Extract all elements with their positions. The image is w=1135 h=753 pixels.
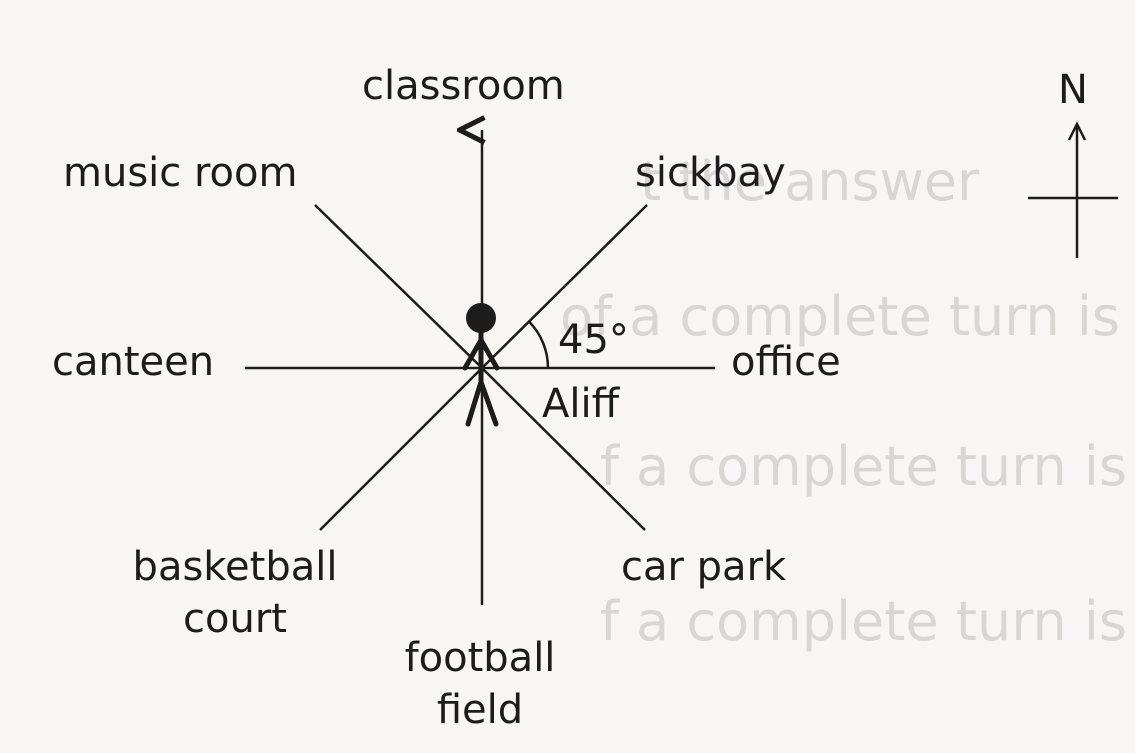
bleed-through-text-4: f a complete turn is — [600, 590, 1128, 653]
label-person: Aliff — [542, 381, 620, 427]
label-office: office — [731, 339, 841, 385]
label-football-field-line2: field — [436, 687, 524, 733]
compass-north-label: N — [1058, 67, 1088, 113]
label-basketball-court: basketball court — [112, 541, 358, 645]
compass-icon — [1028, 121, 1118, 258]
label-car-park: car park — [621, 544, 787, 590]
northwest-line — [314, 204, 483, 369]
stick-figure — [462, 303, 500, 427]
bleed-through-text-1: t the answer — [640, 150, 980, 213]
label-football-field-line1: football — [404, 635, 556, 681]
southeast-line — [481, 367, 646, 531]
northeast-line — [481, 204, 648, 369]
label-sickbay: sickbay — [635, 150, 786, 196]
label-angle: 45° — [558, 317, 629, 363]
label-basketball-court-line2: court — [183, 596, 287, 642]
angle-arc — [527, 320, 550, 369]
southwest-line — [319, 367, 483, 531]
label-football-field: football field — [370, 632, 590, 736]
bleed-through-text-2: of a complete turn is 90° — [560, 285, 1135, 348]
label-classroom: classroom — [362, 63, 565, 109]
bleed-through-text-3: f a complete turn is — [600, 435, 1128, 498]
label-basketball-court-line1: basketball — [132, 544, 338, 590]
label-music-room: music room — [63, 150, 298, 196]
label-canteen: canteen — [52, 339, 215, 385]
